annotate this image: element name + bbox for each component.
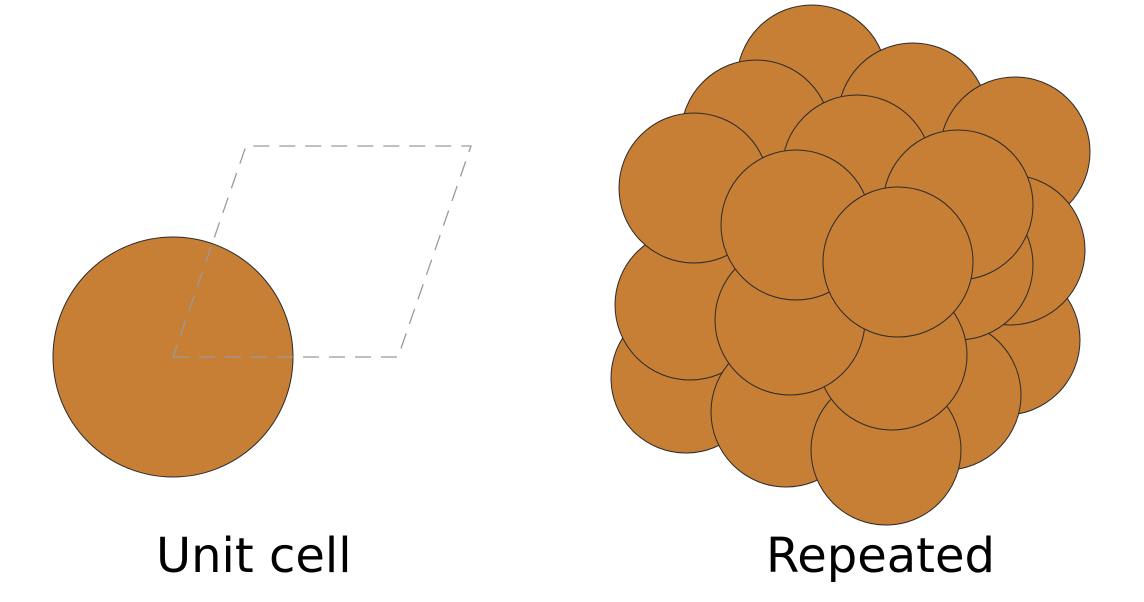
repeated-lattice: [610, 4, 1091, 526]
unit-cell-label: Unit cell: [156, 528, 352, 584]
unit-cell-figure: [52, 145, 472, 478]
unit-cell-outline: [172, 145, 472, 358]
repeated-label: Repeated: [766, 528, 995, 584]
repeated-atom-19: [822, 186, 974, 338]
